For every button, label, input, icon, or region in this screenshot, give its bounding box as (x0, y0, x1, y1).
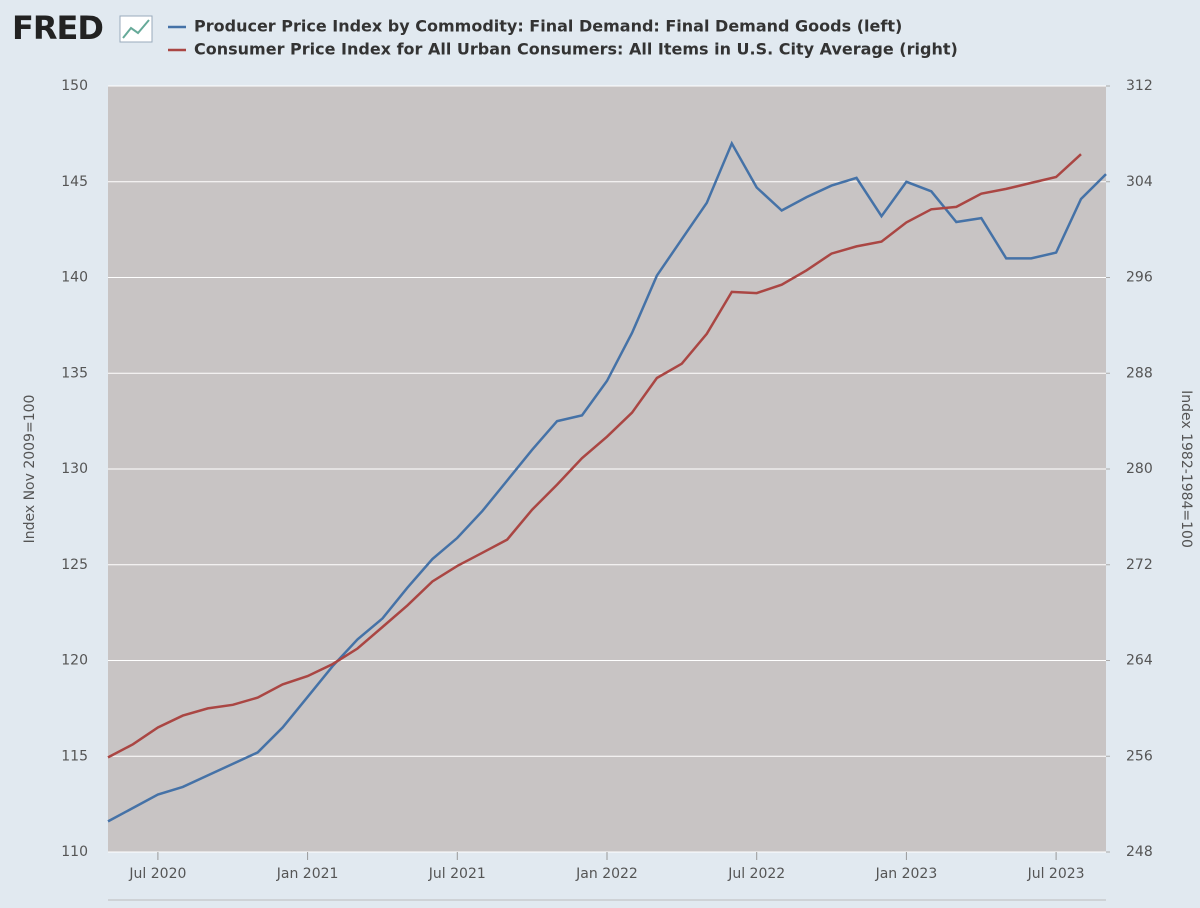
y2-tick-label: 256 (1126, 748, 1153, 764)
y2-tick-label: 264 (1126, 653, 1153, 669)
logo-icon (119, 15, 153, 43)
y2-axis-label: Index 1982-1984=100 (1178, 390, 1194, 548)
y2-tick-label: 248 (1126, 844, 1153, 860)
y-tick-label: 150 (61, 78, 88, 94)
y-tick-label: 145 (61, 174, 88, 190)
x-tick-label: Jan 2021 (276, 866, 339, 882)
y2-tick-label: 272 (1126, 557, 1153, 573)
y2-tick-label: 312 (1126, 78, 1153, 94)
legend-label: Producer Price Index by Commodity: Final… (194, 17, 902, 36)
y-tick-label: 125 (61, 557, 88, 573)
y-tick-label: 115 (61, 748, 88, 764)
y-tick-label: 110 (61, 844, 88, 860)
series-line (107, 140, 1107, 823)
y2-tick-label: 288 (1126, 365, 1153, 381)
series-line (107, 153, 1082, 759)
y-axis-label: Index Nov 2009=100 (22, 395, 38, 544)
y-tick-label: 135 (61, 365, 88, 381)
y2-tick-label: 304 (1126, 174, 1153, 190)
x-tick-label: Jul 2023 (1027, 866, 1085, 882)
legend-label: Consumer Price Index for All Urban Consu… (194, 40, 958, 59)
logo: FRED (12, 9, 103, 47)
y-tick-label: 140 (61, 270, 88, 286)
x-tick-label: Jul 2022 (727, 866, 785, 882)
y2-tick-label: 280 (1126, 461, 1153, 477)
x-tick-label: Jan 2023 (875, 866, 938, 882)
x-tick-label: Jul 2021 (428, 866, 486, 882)
y2-tick-label: 296 (1126, 270, 1153, 286)
x-tick-label: Jul 2020 (128, 866, 186, 882)
y-tick-label: 130 (61, 461, 88, 477)
y-tick-label: 120 (61, 653, 88, 669)
x-tick-label: Jan 2022 (575, 866, 638, 882)
